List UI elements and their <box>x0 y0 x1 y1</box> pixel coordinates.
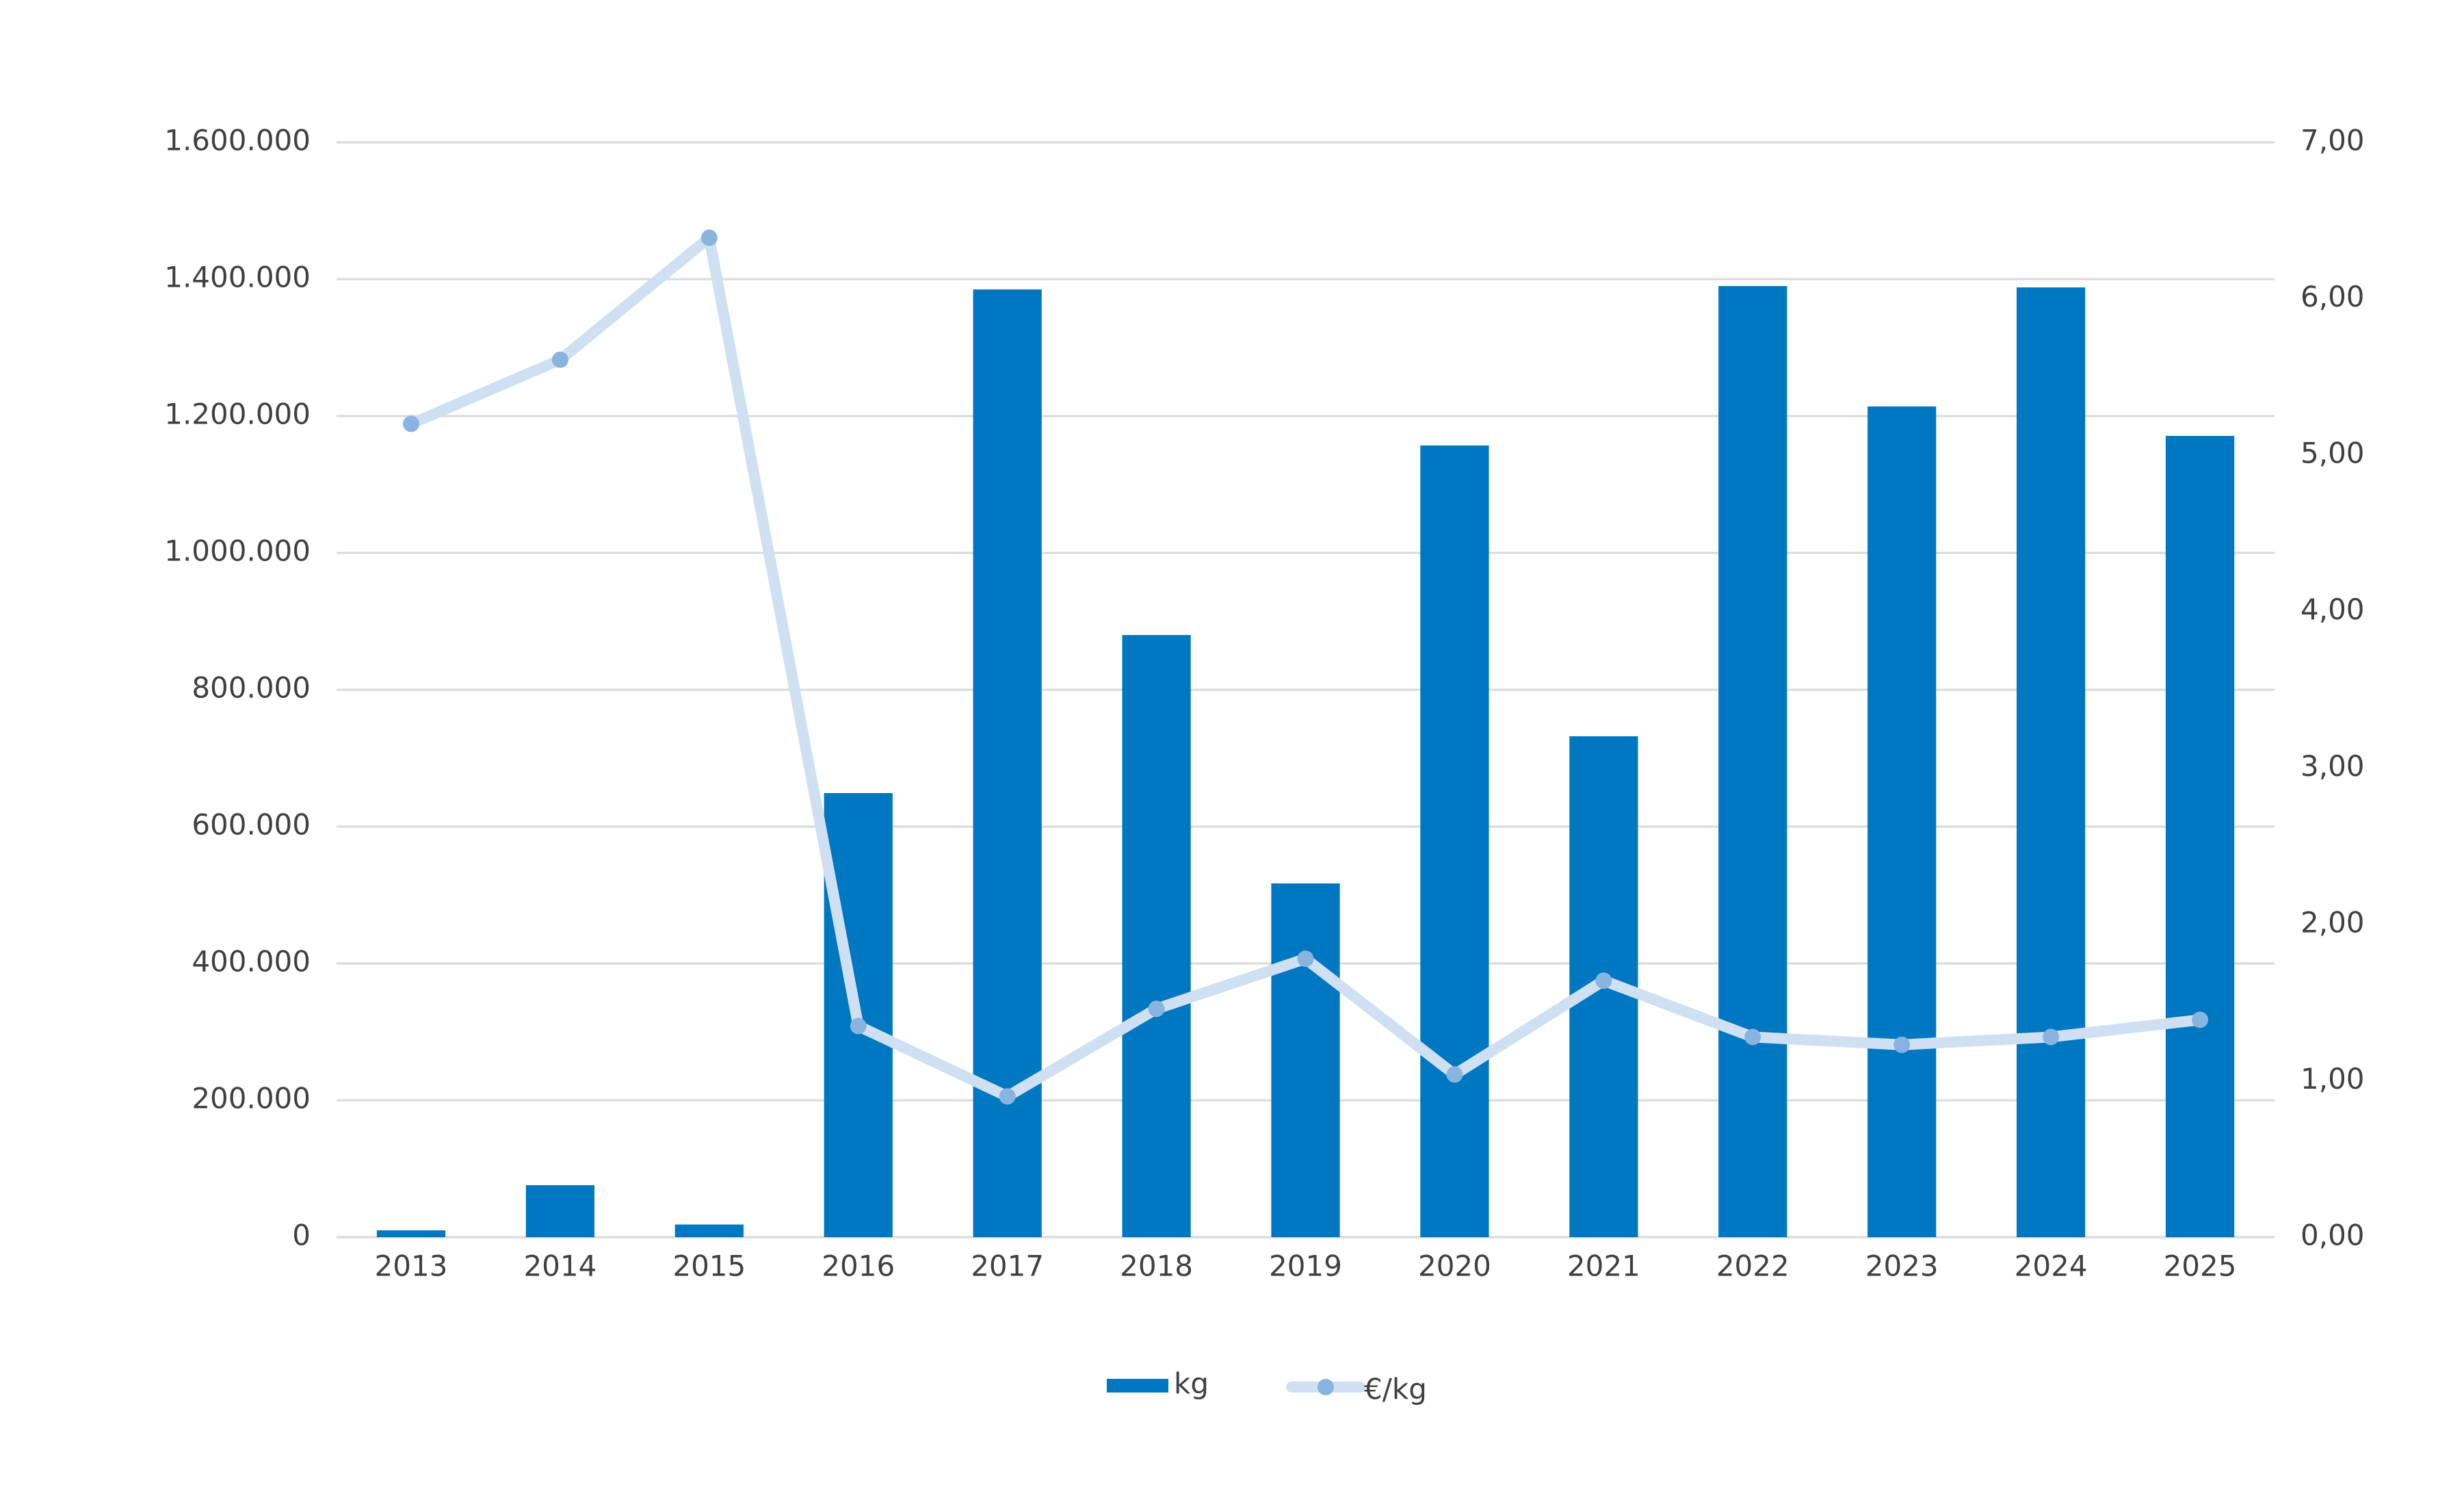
line-marker <box>2043 1028 2060 1046</box>
y-tick-label: 1.600.000 <box>164 124 311 157</box>
y-tick-label: 200.000 <box>192 1082 311 1115</box>
y2-tick-label: 3,00 <box>2301 749 2365 783</box>
x-tick-label: 2019 <box>1269 1249 1342 1283</box>
y-tick-label: 1.400.000 <box>164 261 311 294</box>
line-marker <box>700 229 718 246</box>
line-marker <box>1148 1000 1165 1018</box>
x-tick-label: 2018 <box>1120 1249 1193 1283</box>
bar <box>2165 436 2235 1237</box>
line-marker <box>850 1018 867 1035</box>
bar <box>1271 883 1340 1237</box>
line-marker <box>1297 950 1314 968</box>
y2-tick-label: 7,00 <box>2301 124 2365 157</box>
line-marker <box>551 351 568 368</box>
legend-marker <box>1318 1379 1334 1395</box>
x-tick-label: 2013 <box>375 1249 448 1283</box>
y2-tick-label: 4,00 <box>2301 593 2365 626</box>
line-marker <box>1595 972 1612 989</box>
legend-swatch <box>1107 1379 1168 1393</box>
y-tick-label: 1.200.000 <box>164 398 311 431</box>
y-tick-label: 400.000 <box>192 945 311 979</box>
y2-tick-label: 1,00 <box>2301 1062 2365 1096</box>
line-marker <box>1893 1036 1911 1053</box>
bar <box>2016 287 2086 1237</box>
x-tick-label: 2014 <box>523 1249 597 1283</box>
bar <box>1420 445 1489 1237</box>
line-marker <box>1446 1066 1463 1083</box>
line-marker <box>402 415 419 432</box>
y-tick-label: 1.000.000 <box>164 534 311 568</box>
x-tick-label: 2022 <box>1716 1249 1790 1283</box>
line-marker <box>999 1088 1016 1105</box>
y-tick-label: 600.000 <box>192 808 311 842</box>
x-tick-label: 2024 <box>2015 1249 2088 1283</box>
x-tick-label: 2025 <box>2164 1249 2237 1283</box>
bar <box>674 1224 744 1237</box>
line-marker <box>1744 1028 1761 1046</box>
bar <box>525 1185 595 1237</box>
x-tick-label: 2020 <box>1418 1249 1491 1283</box>
y2-tick-label: 6,00 <box>2301 280 2365 313</box>
bar <box>1718 286 1787 1237</box>
y-tick-label: 800.000 <box>192 671 311 705</box>
legend-label: €/kg <box>1364 1373 1427 1406</box>
bar <box>376 1230 446 1237</box>
legend-label: kg <box>1174 1367 1209 1401</box>
y2-tick-label: 5,00 <box>2301 437 2365 470</box>
y2-tick-label: 2,00 <box>2301 905 2365 939</box>
x-tick-label: 2021 <box>1567 1249 1640 1283</box>
y-tick-label: 0 <box>292 1219 311 1252</box>
x-tick-label: 2017 <box>971 1249 1044 1283</box>
y2-tick-label: 0,00 <box>2301 1219 2365 1252</box>
x-tick-label: 2015 <box>672 1249 746 1283</box>
bar <box>1122 635 1191 1237</box>
x-tick-label: 2023 <box>1865 1249 1939 1283</box>
bar <box>1867 406 1937 1237</box>
line-marker <box>2192 1011 2209 1028</box>
x-tick-label: 2016 <box>822 1249 895 1283</box>
